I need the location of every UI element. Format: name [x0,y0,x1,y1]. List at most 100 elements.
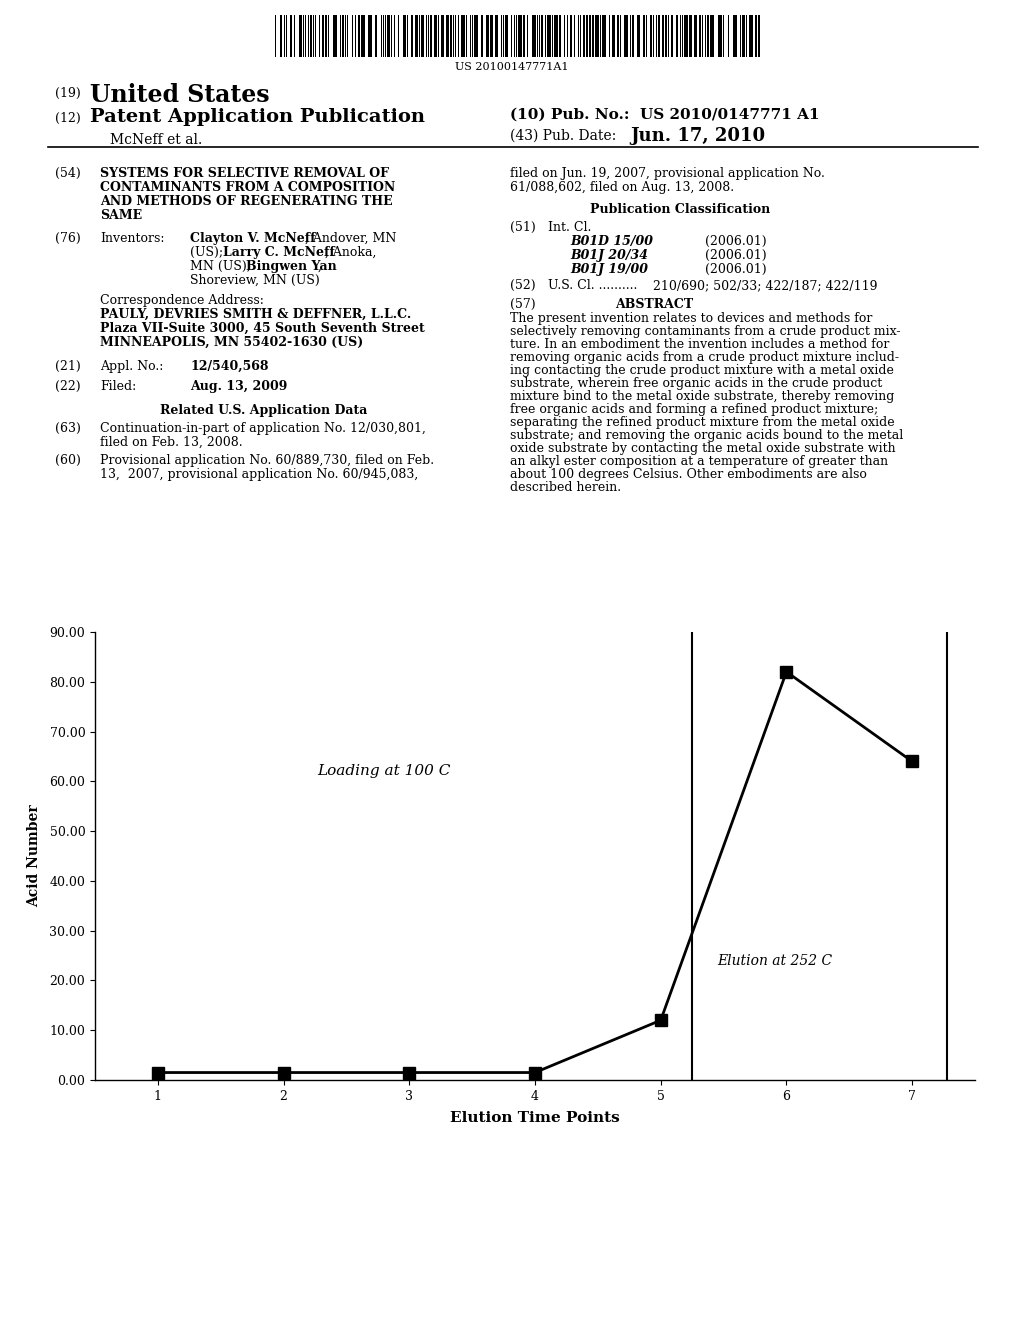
Text: , Anoka,: , Anoka, [325,246,377,259]
Bar [612,15,615,57]
Bar [676,15,678,57]
Text: , Andover, MN: , Andover, MN [305,232,396,246]
Text: (19): (19) [55,87,81,100]
Bar [342,15,344,57]
Bar [684,15,688,57]
Text: Related U.S. Application Data: Related U.S. Application Data [160,404,368,417]
Text: Provisional application No. 60/889,730, filed on Feb.: Provisional application No. 60/889,730, … [100,454,434,467]
Text: PAULY, DEVRIES SMITH & DEFFNER, L.L.C.: PAULY, DEVRIES SMITH & DEFFNER, L.L.C. [100,308,412,321]
Bar [310,15,312,57]
Text: Correspondence Address:: Correspondence Address: [100,294,264,308]
Bar [415,15,418,57]
Text: MN (US);: MN (US); [190,260,255,273]
Bar [361,15,365,57]
Text: (12): (12) [55,112,81,125]
Bar [749,15,753,57]
Bar [595,15,599,57]
Text: Filed:: Filed: [100,380,136,393]
Text: 12/540,568: 12/540,568 [190,360,268,374]
Text: (22): (22) [55,380,81,393]
Bar [547,15,551,57]
Bar [375,15,377,57]
Text: (54): (54) [55,168,81,180]
Bar [299,15,302,57]
Bar [322,15,324,57]
Bar [617,15,618,57]
Text: (2006.01): (2006.01) [705,235,767,248]
Bar [637,15,640,57]
Bar [658,15,660,57]
Text: SAME: SAME [100,209,142,222]
Bar [710,15,714,57]
Text: mixture bind to the metal oxide substrate, thereby removing: mixture bind to the metal oxide substrat… [510,389,894,403]
Bar [325,15,327,57]
Text: Jun. 17, 2010: Jun. 17, 2010 [630,127,765,145]
Text: filed on Jun. 19, 2007, provisional application No.: filed on Jun. 19, 2007, provisional appl… [510,168,825,180]
Text: filed on Feb. 13, 2008.: filed on Feb. 13, 2008. [100,436,243,449]
Text: Bingwen Yan: Bingwen Yan [246,260,337,273]
Text: Shoreview, MN (US): Shoreview, MN (US) [190,275,319,286]
Bar [434,15,437,57]
Text: Int. Cl.: Int. Cl. [548,220,592,234]
Text: (2006.01): (2006.01) [705,249,767,261]
Bar [586,15,588,57]
Text: Larry C. McNeff: Larry C. McNeff [223,246,335,259]
Y-axis label: Acid Number: Acid Number [27,805,41,907]
Bar [742,15,745,57]
Bar [490,15,493,57]
Text: Elution at 252 C: Elution at 252 C [717,953,833,968]
Bar [523,15,525,57]
Text: B01J 19/00: B01J 19/00 [570,263,648,276]
Bar [718,15,722,57]
Bar [505,15,508,57]
Text: substrate; and removing the organic acids bound to the metal: substrate; and removing the organic acid… [510,429,903,442]
Text: SYSTEMS FOR SELECTIVE REMOVAL OF: SYSTEMS FOR SELECTIVE REMOVAL OF [100,168,389,180]
Bar [662,15,664,57]
Bar [699,15,701,57]
Text: ture. In an embodiment the invention includes a method for: ture. In an embodiment the invention inc… [510,338,890,351]
Bar [481,15,483,57]
Text: 210/690; 502/33; 422/187; 422/119: 210/690; 502/33; 422/187; 422/119 [653,279,878,292]
Text: (51): (51) [510,220,536,234]
Text: Patent Application Publication: Patent Application Publication [90,108,425,125]
Text: (2006.01): (2006.01) [705,263,767,276]
Bar [583,15,585,57]
Bar [707,15,709,57]
Text: (52): (52) [510,279,536,292]
Text: Continuation-in-part of application No. 12/030,801,: Continuation-in-part of application No. … [100,422,426,436]
Bar [755,15,757,57]
Bar [592,15,594,57]
Text: Plaza VII-Suite 3000, 45 South Seventh Street: Plaza VII-Suite 3000, 45 South Seventh S… [100,322,425,335]
Bar [733,15,737,57]
Text: ABSTRACT: ABSTRACT [615,298,693,312]
Text: ,: , [318,260,322,273]
Text: US 20100147771A1: US 20100147771A1 [456,62,568,73]
Bar [411,15,413,57]
Bar [541,15,543,57]
Bar [650,15,652,57]
Bar [474,15,478,57]
Bar [665,15,667,57]
Text: removing organic acids from a crude product mixture includ-: removing organic acids from a crude prod… [510,351,899,364]
Text: an alkyl ester composition at a temperature of greater than: an alkyl ester composition at a temperat… [510,455,888,469]
Bar [333,15,337,57]
Bar [446,15,449,57]
Text: (US);: (US); [190,246,227,259]
Bar [602,15,606,57]
Text: selectively removing contaminants from a crude product mix-: selectively removing contaminants from a… [510,325,900,338]
Text: oxide substrate by contacting the metal oxide substrate with: oxide substrate by contacting the metal … [510,442,896,455]
Text: B01J 20/34: B01J 20/34 [570,249,648,261]
Bar [518,15,522,57]
Text: (60): (60) [55,454,81,467]
Bar [532,15,536,57]
Text: Aug. 13, 2009: Aug. 13, 2009 [190,380,288,393]
X-axis label: Elution Time Points: Elution Time Points [451,1111,620,1125]
Text: (63): (63) [55,422,81,436]
Bar [694,15,697,57]
Text: United States: United States [90,83,269,107]
Text: U.S. Cl. ..........: U.S. Cl. .......... [548,279,637,292]
Text: separating the refined product mixture from the metal oxide: separating the refined product mixture f… [510,416,895,429]
Bar [486,15,489,57]
Text: (10) Pub. No.:  US 2010/0147771 A1: (10) Pub. No.: US 2010/0147771 A1 [510,108,819,121]
Bar [290,15,292,57]
